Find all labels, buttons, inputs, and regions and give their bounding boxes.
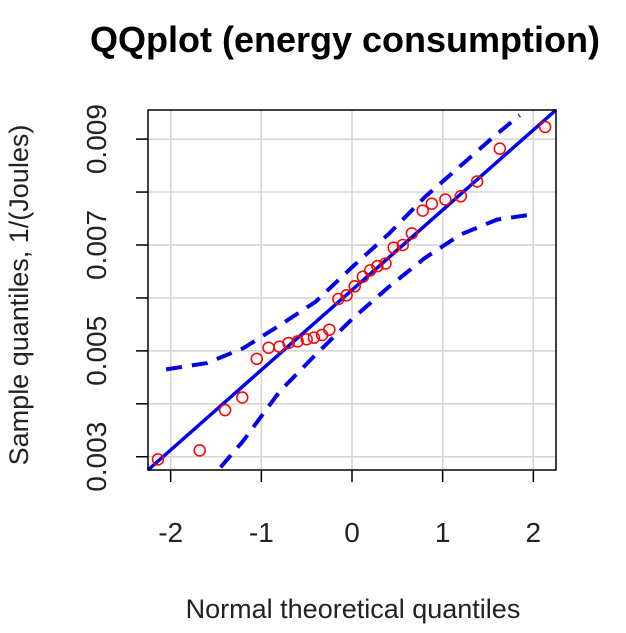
data-point xyxy=(387,241,400,254)
data-point xyxy=(218,403,232,417)
data-point xyxy=(371,259,384,273)
x-tick-label: -2 xyxy=(158,517,183,548)
reference-line-path xyxy=(146,108,558,472)
y-axis: 0.003 0.005 0.007 0.009 xyxy=(81,104,148,492)
data-point xyxy=(356,270,370,284)
data-point xyxy=(250,352,264,366)
data-point xyxy=(396,238,410,252)
confidence-band xyxy=(165,113,534,469)
data-points xyxy=(151,120,552,466)
data-point xyxy=(300,332,313,346)
x-tick-label: -1 xyxy=(249,517,274,548)
data-point xyxy=(363,264,377,277)
x-tick-label: 0 xyxy=(344,517,360,548)
data-point xyxy=(379,257,392,270)
data-point xyxy=(493,142,507,155)
confidence-band-lower xyxy=(219,212,534,469)
data-point xyxy=(282,336,295,350)
data-point xyxy=(425,197,439,210)
x-tick-label: 1 xyxy=(435,517,451,548)
data-point xyxy=(151,453,165,466)
x-axis-label: Normal theoretical quantiles xyxy=(186,594,521,624)
x-tick-label: 2 xyxy=(526,517,542,548)
data-point xyxy=(236,391,249,404)
reference-line xyxy=(146,108,558,472)
data-point xyxy=(454,190,468,203)
plot-area xyxy=(146,108,558,472)
data-point xyxy=(291,335,304,348)
data-point xyxy=(340,289,353,302)
y-axis-label: Sample quantiles, 1/(Joules) xyxy=(4,125,34,466)
data-point xyxy=(348,280,361,293)
chart-title: QQplot (energy consumption) xyxy=(90,19,600,60)
data-point xyxy=(470,175,484,188)
confidence-band-upper xyxy=(165,113,521,372)
y-tick-label: 0.009 xyxy=(81,104,112,174)
x-axis: -2 -1 0 1 2 xyxy=(158,470,541,548)
data-point xyxy=(193,444,206,457)
data-point xyxy=(538,120,552,134)
data-point xyxy=(405,227,419,240)
y-tick-label: 0.003 xyxy=(81,422,112,492)
data-point xyxy=(332,292,345,306)
y-tick-label: 0.005 xyxy=(81,316,112,386)
y-tick-label: 0.007 xyxy=(81,210,112,280)
data-point xyxy=(439,193,452,206)
data-point xyxy=(323,323,336,336)
data-point xyxy=(416,204,429,217)
data-point xyxy=(307,331,321,344)
